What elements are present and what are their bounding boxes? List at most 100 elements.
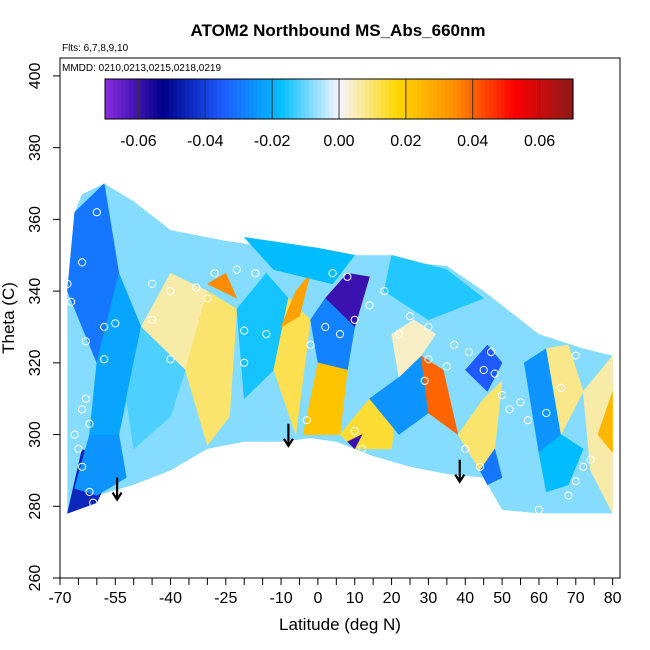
colorbar-cell — [393, 79, 398, 119]
colorbar-cell — [313, 79, 318, 119]
x-tick-label: 40 — [456, 590, 474, 607]
colorbar-cell — [185, 79, 190, 119]
colorbar-cell — [289, 79, 294, 119]
down-arrow-icon — [111, 477, 123, 502]
colorbar-cell — [485, 79, 490, 119]
colorbar-tick-label: 0.06 — [524, 133, 555, 150]
observation-marker — [464, 348, 473, 357]
y-tick-label: 320 — [27, 349, 44, 376]
field-patch — [67, 182, 120, 364]
field-patch — [185, 290, 238, 446]
field-patch — [126, 326, 186, 450]
colorbar-tick-label: -0.02 — [254, 133, 291, 150]
colorbar-cell — [285, 79, 290, 119]
colorbar-cell — [257, 79, 262, 119]
observation-marker — [424, 355, 433, 364]
observation-marker — [542, 408, 551, 418]
field-layer — [67, 182, 613, 514]
observation-marker — [505, 405, 514, 414]
colorbar-cell — [265, 79, 270, 119]
colorbar-cell — [445, 79, 450, 119]
colorbar-cell — [181, 79, 186, 119]
field-patch — [310, 297, 355, 371]
colorbar-tick-label: 0.02 — [390, 133, 421, 150]
observation-marker — [442, 362, 451, 371]
colorbar-cell — [165, 79, 170, 119]
colorbar-cell — [237, 79, 242, 119]
colorbar-tick-label: -0.06 — [120, 133, 157, 150]
colorbar-cell — [301, 79, 306, 119]
colorbar-cell — [309, 79, 314, 119]
colorbar-cell — [465, 79, 470, 119]
colorbar-cell — [161, 79, 166, 119]
date-annotation: MMDD: 0210,0213,0215,0218,0219 — [62, 63, 221, 74]
colorbar-cell — [409, 79, 414, 119]
observation-marker — [564, 491, 573, 500]
observation-marker — [240, 358, 249, 367]
arrow-head — [454, 474, 466, 484]
colorbar-cell — [297, 79, 302, 119]
observation-marker — [343, 272, 352, 281]
arrow-head — [111, 491, 123, 502]
colorbar-cell — [553, 79, 558, 119]
colorbar-cell — [561, 79, 566, 119]
observation-marker — [210, 269, 219, 278]
x-tick-label: -70 — [48, 590, 71, 607]
colorbar-cell — [173, 79, 178, 119]
x-tick-label: -25 — [214, 590, 237, 607]
colorbar-cell — [117, 79, 122, 119]
colorbar-cell — [429, 79, 434, 119]
observation-marker — [262, 330, 271, 339]
colorbar-cell — [137, 79, 142, 119]
field-patch — [479, 448, 503, 486]
colorbar-cell — [453, 79, 458, 119]
colorbar-cell — [141, 79, 146, 119]
colorbar-cell — [385, 79, 390, 119]
y-tick-label: 280 — [27, 493, 44, 520]
observation-marker — [516, 398, 525, 407]
observation-marker — [394, 330, 403, 339]
colorbar-cell — [569, 79, 574, 119]
colorbar-cell — [249, 79, 254, 119]
observation-marker — [523, 416, 533, 425]
observation-marker — [63, 279, 72, 288]
colorbar-cell — [477, 79, 482, 119]
colorbar-cell — [129, 79, 134, 119]
colorbar-cell — [441, 79, 446, 119]
observation-marker — [306, 340, 315, 349]
colorbar-tick-label: 0.00 — [323, 133, 354, 150]
observation-marker — [111, 319, 120, 328]
observation-marker — [81, 394, 90, 403]
colorbar-cell — [549, 79, 554, 119]
colorbar-tick-label: -0.04 — [187, 133, 224, 150]
colorbar-cell — [105, 79, 110, 119]
colorbar-cell — [317, 79, 322, 119]
observation-marker — [232, 265, 241, 274]
observation-marker — [67, 297, 76, 306]
colorbar-cell — [133, 79, 138, 119]
observation-marker — [166, 287, 175, 296]
colorbar-cell — [461, 79, 466, 119]
colorbar-cell — [121, 79, 126, 119]
observation-marker — [302, 416, 311, 425]
observation-marker — [192, 283, 201, 292]
arrow-head — [282, 438, 294, 448]
field-patch — [383, 254, 485, 321]
field-patch — [74, 434, 127, 496]
observation-marker — [89, 498, 98, 507]
colorbar-cell — [357, 79, 362, 119]
observation-marker — [424, 322, 433, 332]
colorbar-cell — [457, 79, 462, 119]
colorbar-cell — [373, 79, 378, 119]
observation-marker — [70, 430, 79, 439]
observation-marker — [420, 376, 429, 385]
colorbar-cell — [145, 79, 150, 119]
colorbar-tick-labels: -0.06 -0.04 -0.02 0.00 0.02 0.04 0.06 — [120, 133, 555, 150]
x-tick-label: -40 — [159, 590, 182, 607]
colorbar-cell — [209, 79, 214, 119]
observation-marker — [148, 279, 157, 288]
y-tick-label: 260 — [27, 565, 44, 592]
colorbar-cell — [345, 79, 350, 119]
colorbar-cell — [449, 79, 454, 119]
